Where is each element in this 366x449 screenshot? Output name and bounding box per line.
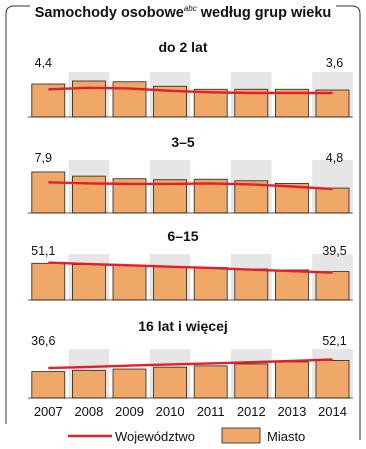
legend-line-label: Województwo xyxy=(115,429,195,444)
bar xyxy=(193,267,228,301)
bar xyxy=(234,268,269,301)
x-tick-label: 2009 xyxy=(115,404,144,419)
bar xyxy=(315,187,350,214)
data-label-start: 51,1 xyxy=(31,244,55,258)
frame-corner-top-left xyxy=(5,5,30,24)
bar xyxy=(72,264,106,301)
bar xyxy=(31,171,66,214)
frame-edge-right xyxy=(336,5,361,440)
bar xyxy=(31,262,66,301)
bar xyxy=(193,365,228,399)
chart-title: Samochody osoboweabc według grup wieku xyxy=(0,4,366,21)
bar xyxy=(112,368,147,399)
x-tick-label: 2011 xyxy=(197,404,225,419)
chart-title-main: Samochody osobowe xyxy=(34,4,184,21)
panel-label: do 2 lat xyxy=(158,39,207,55)
data-label-end: 39,5 xyxy=(322,244,346,258)
bar xyxy=(72,80,106,118)
bar xyxy=(274,269,309,301)
bar xyxy=(274,361,309,399)
data-label-start: 7,9 xyxy=(35,151,52,165)
bar xyxy=(72,175,106,214)
series-line-wojewodztwo xyxy=(48,261,333,274)
bar xyxy=(234,363,269,399)
data-label-start: 36,6 xyxy=(31,334,55,348)
bar xyxy=(315,360,350,399)
series-line-wojewodztwo xyxy=(48,181,333,191)
data-label-end: 4,8 xyxy=(326,151,343,165)
x-tick-label: 2014 xyxy=(318,404,347,419)
bar xyxy=(31,371,66,399)
bar xyxy=(112,265,147,301)
bar xyxy=(153,266,188,301)
bar xyxy=(315,89,350,118)
data-label-end: 3,6 xyxy=(326,56,343,70)
x-tick-label: 2013 xyxy=(277,404,306,419)
legend-bar-label: Miasto xyxy=(267,429,305,444)
bar xyxy=(112,81,147,118)
data-label-end: 52,1 xyxy=(322,334,346,348)
x-tick-label: 2007 xyxy=(34,404,63,419)
legend-bar-swatch xyxy=(221,427,261,444)
series-line-wojewodztwo xyxy=(48,86,333,95)
bar xyxy=(315,271,350,301)
bar xyxy=(153,366,188,399)
panel-label: 3–5 xyxy=(171,134,195,150)
series-line-wojewodztwo xyxy=(48,358,333,370)
x-tick-label: 2008 xyxy=(74,404,103,419)
x-tick-label: 2010 xyxy=(156,404,185,419)
bar xyxy=(72,369,106,399)
chart-title-superscript: abc xyxy=(183,4,197,13)
data-label-start: 4,4 xyxy=(35,56,52,70)
panel-label: 16 lat i więcej xyxy=(138,318,228,334)
panel-label: 6–15 xyxy=(167,228,198,244)
chart-title-suffix: według grup wieku xyxy=(200,4,332,21)
bar xyxy=(153,179,188,214)
x-tick-label: 2012 xyxy=(237,404,266,419)
